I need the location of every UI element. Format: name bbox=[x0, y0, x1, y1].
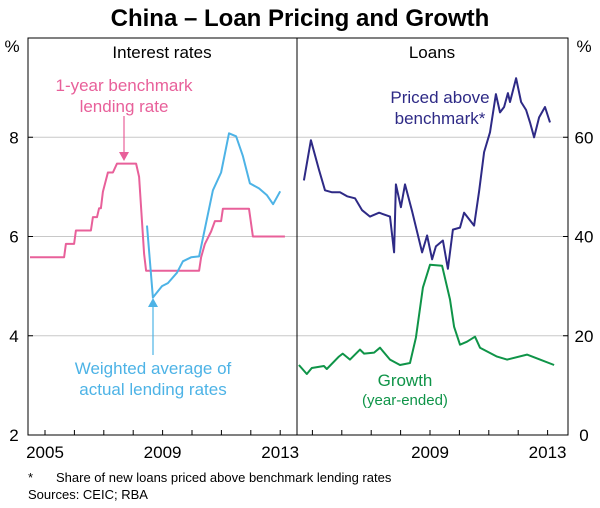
y-tick-label: 2 bbox=[9, 426, 18, 445]
series-line-0-0 bbox=[30, 162, 285, 272]
y-tick-label: 8 bbox=[9, 128, 18, 147]
x-tick-label: 2013 bbox=[529, 443, 567, 462]
chart-title: China – Loan Pricing and Growth bbox=[111, 5, 490, 32]
y-tick-label: 4 bbox=[9, 327, 18, 346]
panel-title-left: Interest rates bbox=[112, 43, 211, 62]
series-line-0-1 bbox=[146, 132, 282, 299]
weighted-arrow-head bbox=[148, 298, 158, 307]
label-benchmark: 1-year benchmark bbox=[55, 76, 193, 95]
label-priced-2: benchmark* bbox=[395, 109, 486, 128]
panel-title-right: Loans bbox=[409, 43, 455, 62]
y-tick-label: 0 bbox=[579, 426, 588, 445]
label-growth: Growth bbox=[378, 371, 433, 390]
x-tick-label: 2005 bbox=[26, 443, 64, 462]
series-line-1-0 bbox=[302, 77, 551, 270]
label-benchmark-2: lending rate bbox=[80, 97, 169, 116]
footnote-text: Share of new loans priced above benchmar… bbox=[56, 470, 392, 485]
x-tick-label: 2009 bbox=[411, 443, 449, 462]
x-tick-label: 2013 bbox=[261, 443, 299, 462]
y-tick-label: 60 bbox=[575, 128, 594, 147]
y-unit-left: % bbox=[4, 37, 19, 56]
label-weighted: Weighted average of bbox=[75, 359, 232, 378]
sources: Sources: CEIC; RBA bbox=[28, 487, 148, 502]
y-tick-label: 40 bbox=[575, 228, 594, 247]
y-unit-right: % bbox=[576, 37, 591, 56]
benchmark-arrow-head bbox=[119, 152, 129, 161]
label-weighted-2: actual lending rates bbox=[79, 380, 226, 399]
y-tick-label: 6 bbox=[9, 228, 18, 247]
label-growth-sub: (year-ended) bbox=[362, 392, 448, 409]
y-tick-label: 20 bbox=[575, 327, 594, 346]
label-priced: Priced above bbox=[390, 88, 489, 107]
series-line-1-1 bbox=[298, 263, 555, 375]
footnote-marker: * bbox=[28, 470, 33, 485]
x-tick-label: 2009 bbox=[144, 443, 182, 462]
